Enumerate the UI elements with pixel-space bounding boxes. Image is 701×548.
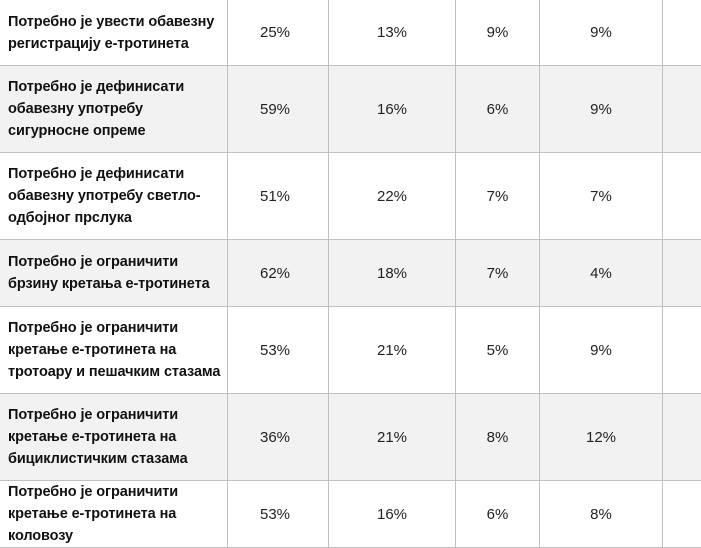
value-cell-2: 21% — [329, 307, 456, 394]
table-row: Потребно је ограничити кретање е-тротине… — [0, 394, 701, 481]
value-cell-5: 10% — [663, 240, 701, 307]
value-cell-3: 6% — [456, 481, 540, 548]
value-cell-1: 53% — [228, 307, 329, 394]
value-cell-4: 8% — [540, 481, 663, 548]
value-cell-5: 23% — [663, 394, 701, 481]
value-cell-2: 16% — [329, 481, 456, 548]
value-cell-1: 36% — [228, 394, 329, 481]
statement-cell: Потребно је ограничити брзину кретања е-… — [0, 240, 228, 307]
table-row: Потребно је увести обавезну регистрацију… — [0, 0, 701, 66]
value-cell-1: 51% — [228, 153, 329, 240]
value-cell-1: 62% — [228, 240, 329, 307]
value-cell-3: 7% — [456, 240, 540, 307]
value-cell-5: 13% — [663, 307, 701, 394]
value-cell-5: 16% — [663, 481, 701, 548]
value-cell-2: 16% — [329, 66, 456, 153]
value-cell-4: 9% — [540, 66, 663, 153]
table-row: Потребно је дефинисати обавезну употребу… — [0, 153, 701, 240]
value-cell-2: 21% — [329, 394, 456, 481]
value-cell-5: 44% — [663, 0, 701, 66]
value-cell-3: 5% — [456, 307, 540, 394]
value-cell-5: 10% — [663, 66, 701, 153]
statement-cell: Потребно је ограничити кретање е-тротине… — [0, 307, 228, 394]
value-cell-3: 6% — [456, 66, 540, 153]
value-cell-1: 59% — [228, 66, 329, 153]
value-cell-4: 12% — [540, 394, 663, 481]
value-cell-2: 13% — [329, 0, 456, 66]
table-row: Потребно је ограничити кретање е-тротине… — [0, 307, 701, 394]
value-cell-4: 4% — [540, 240, 663, 307]
statement-cell: Потребно је дефинисати обавезну употребу… — [0, 153, 228, 240]
table-row: Потребно је дефинисати обавезну употребу… — [0, 66, 701, 153]
statement-cell: Потребно је ограничити кретање е-тротине… — [0, 394, 228, 481]
value-cell-1: 53% — [228, 481, 329, 548]
value-cell-2: 18% — [329, 240, 456, 307]
value-cell-4: 9% — [540, 307, 663, 394]
value-cell-5: 13% — [663, 153, 701, 240]
statement-cell: Потребно је ограничити кретање е-тротине… — [0, 481, 228, 548]
value-cell-3: 9% — [456, 0, 540, 66]
value-cell-3: 7% — [456, 153, 540, 240]
value-cell-4: 7% — [540, 153, 663, 240]
value-cell-2: 22% — [329, 153, 456, 240]
value-cell-4: 9% — [540, 0, 663, 66]
statement-cell: Потребно је дефинисати обавезну употребу… — [0, 66, 228, 153]
table-row: Потребно је ограничити брзину кретања е-… — [0, 240, 701, 307]
value-cell-1: 25% — [228, 0, 329, 66]
table-row: Потребно је ограничити кретање е-тротине… — [0, 481, 701, 548]
statement-cell: Потребно је увести обавезну регистрацију… — [0, 0, 228, 66]
value-cell-3: 8% — [456, 394, 540, 481]
